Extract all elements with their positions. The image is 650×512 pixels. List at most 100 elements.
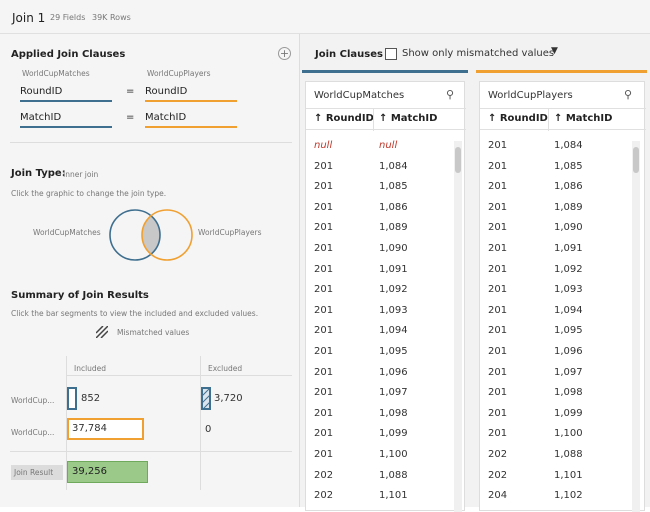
col-roundid[interactable]: ↑ RoundID	[488, 113, 548, 124]
cell-matchid: 1,101	[554, 469, 583, 481]
table-row: 201 1,086	[306, 200, 446, 218]
worldcupmatches-grid: WorldCupMatches ⚲ ↑ RoundID ↑ MatchID nu…	[305, 81, 466, 512]
cell-roundid: 202	[488, 469, 508, 481]
table-row: 201 1,094	[480, 303, 620, 321]
cell-roundid: 201	[488, 263, 508, 275]
row1-included-bar[interactable]	[67, 387, 77, 410]
table-row: 204 1,102	[480, 488, 620, 506]
search-icon[interactable]: ⚲	[446, 88, 455, 101]
chevron-down-icon[interactable]: ▼	[551, 46, 558, 56]
cell-roundid: 201	[314, 449, 334, 460]
clause-1-right-field[interactable]: RoundID	[145, 86, 237, 102]
table-row: 201 1,090	[480, 220, 620, 238]
row1-excluded-bar[interactable]	[201, 387, 211, 410]
included-header: Included	[74, 364, 107, 373]
cell-roundid: 201	[314, 304, 334, 316]
cell-matchid: 1,093	[554, 284, 583, 296]
right-table-color-bar	[476, 70, 647, 73]
join-settings-panel: Applied Join Clauses + WorldCupMatches W…	[0, 34, 300, 507]
row2-included-bar[interactable]: 37,784	[67, 418, 144, 440]
mismatched-legend-icon	[96, 326, 108, 338]
clause-1-left-field[interactable]: RoundID	[20, 86, 112, 102]
summary-title: Summary of Join Results	[11, 290, 149, 301]
table-row: 202 1,088	[480, 447, 620, 465]
scrollbar[interactable]	[632, 141, 640, 512]
cell-roundid: 201	[488, 243, 508, 254]
step-header: Join 1 29 Fields 39K Rows	[0, 0, 650, 34]
cell-roundid: 201	[314, 346, 334, 357]
cell-matchid: 1,099	[379, 428, 408, 440]
col-matchid[interactable]: ↑ MatchID	[554, 113, 613, 124]
cell-matchid: 1,100	[379, 449, 408, 460]
table-row: 201 1,093	[480, 282, 620, 300]
cell-roundid: 201	[488, 366, 508, 378]
row2-included-value: 37,784	[72, 423, 107, 434]
venn-right-name: WorldCupPlayers	[198, 228, 262, 237]
table-row: 201 1,085	[480, 159, 620, 177]
cell-roundid: 201	[488, 304, 508, 316]
table-row: 201 1,092	[480, 262, 620, 280]
col-divider	[373, 109, 374, 131]
fields-count: 29 Fields	[50, 13, 86, 22]
cell-roundid: 201	[314, 201, 334, 213]
cell-roundid: 201	[314, 284, 334, 296]
cell-matchid: 1,085	[379, 181, 408, 193]
cell-roundid: 201	[488, 201, 508, 213]
cell-matchid: 1,092	[379, 284, 408, 296]
col-matchid[interactable]: ↑ MatchID	[379, 113, 438, 124]
join-type-value: Inner join	[63, 170, 99, 179]
table-row: 202 1,101	[480, 468, 620, 486]
rows-count: 39K Rows	[92, 13, 131, 22]
cell-roundid: 201	[314, 428, 334, 440]
cell-roundid: 201	[314, 325, 334, 337]
clause-2-left-field[interactable]: MatchID	[20, 112, 112, 128]
cell-roundid: 201	[488, 181, 508, 193]
scrollbar-thumb[interactable]	[455, 147, 461, 173]
table-row: 201 1,086	[480, 179, 620, 197]
join-result-bar[interactable]: 39,256	[67, 461, 148, 483]
cell-roundid: 201	[314, 243, 334, 254]
cell-roundid: 202	[488, 449, 508, 460]
cell-roundid: 201	[488, 284, 508, 296]
table-row: 201 1,100	[306, 447, 446, 465]
mismatched-checkbox[interactable]	[385, 48, 397, 60]
table-row: 201 1,094	[306, 323, 446, 341]
cell-matchid: 1,086	[554, 181, 583, 193]
cell-roundid: 201	[488, 222, 508, 234]
grid-right-header-row: ↑ RoundID ↑ MatchID	[480, 108, 646, 131]
table-row: 201 1,096	[480, 344, 620, 362]
cell-matchid: 1,094	[554, 304, 583, 316]
clause-2-operator[interactable]: =	[126, 112, 135, 123]
table-row: 201 1,099	[480, 406, 620, 424]
scrollbar-thumb[interactable]	[633, 147, 639, 173]
cell-roundid: 201	[314, 181, 334, 193]
cell-matchid: 1,094	[379, 325, 408, 337]
scrollbar[interactable]	[454, 141, 462, 512]
search-icon[interactable]: ⚲	[624, 88, 633, 101]
table-row: 201 1,098	[306, 406, 446, 424]
add-clause-icon[interactable]: +	[278, 47, 291, 60]
cell-matchid: 1,088	[554, 449, 583, 460]
join-result-label-box: Join Result	[11, 465, 63, 480]
clause-1-operator[interactable]: =	[126, 86, 135, 97]
cell-roundid: 201	[314, 160, 334, 172]
cell-matchid: 1,098	[554, 387, 583, 399]
cell-roundid: 201	[488, 160, 508, 172]
venn-diagram-icon[interactable]	[108, 208, 194, 262]
mismatched-checkbox-label[interactable]: Show only mismatched values	[402, 48, 555, 59]
cell-matchid: 1,091	[379, 263, 408, 275]
cell-matchid: 1,095	[554, 325, 583, 337]
cell-roundid: 201	[314, 222, 334, 234]
col-roundid[interactable]: ↑ RoundID	[314, 113, 374, 124]
row2-excluded-value: 0	[205, 424, 212, 435]
clause-2-right-field[interactable]: MatchID	[145, 112, 237, 128]
left-table-color-bar	[302, 70, 468, 73]
cell-roundid: 201	[488, 407, 508, 419]
cell-matchid: 1,086	[379, 201, 408, 213]
summary-col-divider	[66, 356, 67, 490]
cell-matchid: 1,091	[554, 243, 583, 254]
cell-matchid: 1,088	[379, 469, 408, 481]
cell-matchid: 1,093	[379, 304, 408, 316]
cell-matchid: 1,089	[379, 222, 408, 234]
table-row: null null	[306, 138, 446, 156]
